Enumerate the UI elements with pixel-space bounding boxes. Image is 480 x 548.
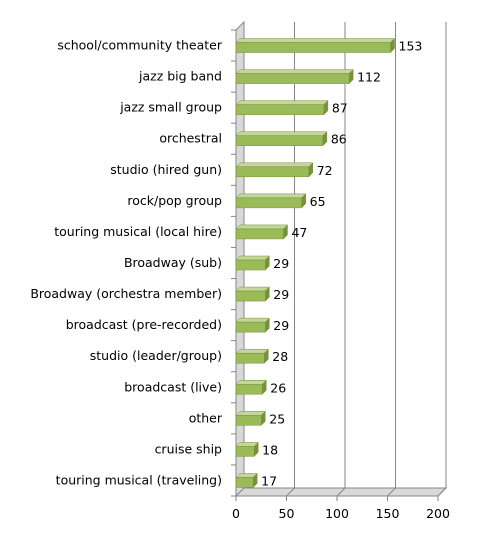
- value-label: 153: [399, 39, 423, 54]
- bar: [235, 472, 258, 489]
- bar-front-face: [235, 135, 324, 146]
- bar-front-face: [235, 259, 266, 271]
- x-tick-label: 200: [426, 506, 450, 521]
- category-label: broadcast (live): [124, 379, 222, 394]
- gridline-floor: [286, 487, 295, 497]
- bar-front-face: [235, 321, 266, 333]
- category-label: jazz big band: [138, 69, 222, 84]
- x-tick-label: 150: [376, 506, 400, 521]
- bar-top-face: [235, 224, 289, 230]
- value-label: 18: [262, 442, 278, 457]
- bar-front-face: [235, 290, 266, 302]
- bar-front-face: [235, 42, 391, 53]
- bar-top-face: [235, 348, 269, 354]
- category-label: Broadway (sub): [124, 255, 222, 270]
- bar-front-face: [235, 104, 325, 115]
- bar: [235, 193, 307, 209]
- bar: [235, 379, 267, 395]
- bar-top-face: [235, 317, 270, 323]
- value-label: 29: [273, 256, 289, 271]
- category-label: other: [189, 410, 223, 425]
- value-label: 47: [291, 225, 307, 240]
- x-tick-label: 50: [279, 506, 295, 521]
- bar: [235, 162, 314, 178]
- category-label: school/community theater: [57, 38, 223, 53]
- bar-front-face: [235, 384, 263, 395]
- bar: [235, 224, 289, 240]
- category-label: cruise ship: [155, 441, 222, 456]
- value-label: 29: [273, 287, 289, 302]
- bar-front-face: [235, 73, 350, 84]
- bar-top-face: [235, 286, 270, 292]
- bar-front-face: [235, 352, 265, 364]
- bar: [235, 131, 328, 147]
- bar-top-face: [235, 193, 307, 199]
- gridline-floor: [437, 487, 447, 497]
- bar-front-face: [235, 446, 255, 457]
- value-label: 29: [273, 318, 289, 333]
- value-label: 26: [270, 380, 286, 395]
- category-label: orchestral: [159, 131, 222, 146]
- bar-top-face: [235, 162, 314, 168]
- value-label: 86: [331, 132, 347, 147]
- bar-front-face: [235, 166, 309, 178]
- bar-top-face: [235, 69, 354, 74]
- value-label: 28: [272, 349, 288, 364]
- bar-front-face: [235, 197, 302, 209]
- value-label: 72: [317, 163, 333, 178]
- bar-top-face: [235, 38, 396, 43]
- gridline-floor: [387, 487, 396, 497]
- category-label: touring musical (local hire): [54, 224, 222, 239]
- category-label: touring musical (traveling): [56, 472, 222, 487]
- bar: [235, 317, 270, 333]
- bar: [235, 37, 396, 54]
- category-label: studio (hired gun): [110, 162, 222, 177]
- value-label: 112: [357, 70, 381, 85]
- value-label: 87: [332, 101, 348, 116]
- bar: [235, 348, 269, 364]
- bar-front-face: [235, 228, 284, 240]
- bar-front-face: [235, 415, 262, 426]
- bar: [235, 286, 270, 302]
- x-tick-label: 100: [325, 506, 349, 521]
- value-label: 17: [261, 473, 277, 488]
- bar-top-face: [235, 411, 266, 416]
- bar: [235, 100, 329, 116]
- category-label: studio (leader/group): [90, 348, 222, 363]
- value-label: 25: [269, 411, 285, 426]
- bar-top-face: [235, 131, 328, 136]
- bar-front-face: [235, 477, 254, 488]
- bar: [235, 441, 259, 458]
- x-tick-label: 0: [232, 506, 240, 521]
- bar: [235, 255, 270, 271]
- bar-top-face: [235, 380, 267, 385]
- bar: [235, 410, 266, 426]
- bar-top-face: [235, 255, 270, 261]
- category-label: Broadway (orchestra member): [30, 286, 222, 301]
- bar-top-face: [235, 100, 329, 105]
- value-label: 65: [310, 194, 326, 209]
- category-label: broadcast (pre-recorded): [66, 317, 222, 332]
- bar: [235, 68, 354, 85]
- gridline-floor: [336, 487, 346, 497]
- category-label: rock/pop group: [127, 193, 222, 208]
- category-label: jazz small group: [119, 100, 222, 115]
